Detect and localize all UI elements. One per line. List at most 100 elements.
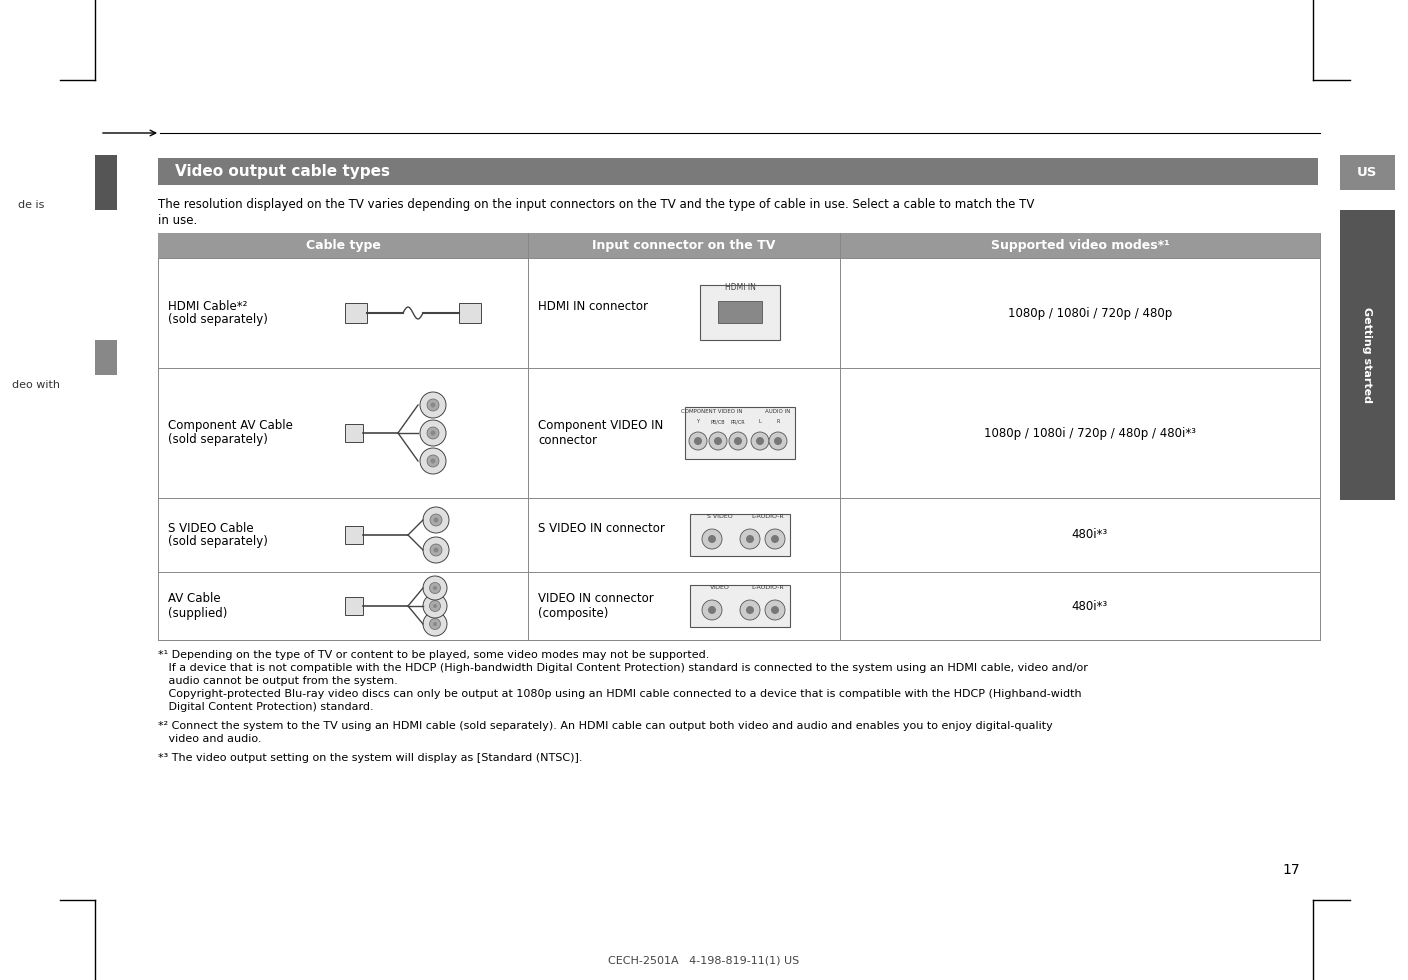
Text: The resolution displayed on the TV varies depending on the input connectors on t: The resolution displayed on the TV varie… [158,198,1035,211]
Text: *³ The video output setting on the system will display as [Standard (NTSC)].: *³ The video output setting on the syste… [158,753,583,763]
Circle shape [427,427,439,439]
Bar [345,424,363,442]
Text: *² Connect the system to the TV using an HDMI cable (sold separately). An HDMI c: *² Connect the system to the TV using an… [158,721,1053,731]
Text: connector: connector [538,433,597,447]
Bar [686,407,796,459]
Text: (supplied): (supplied) [168,607,227,619]
Circle shape [429,601,441,612]
Text: Input connector on the TV: Input connector on the TV [593,239,776,252]
Circle shape [422,537,449,563]
Circle shape [750,432,769,450]
Circle shape [431,430,435,435]
Text: Component VIDEO IN: Component VIDEO IN [538,419,663,432]
Text: in use.: in use. [158,214,197,227]
Text: VIDEO: VIDEO [710,585,729,590]
Bar [158,233,1321,258]
Text: CECH-2501A   4-198-819-11(1) US: CECH-2501A 4-198-819-11(1) US [608,955,800,965]
Text: L-AUDIO-R: L-AUDIO-R [752,585,784,590]
Circle shape [689,432,707,450]
Bar [345,303,367,323]
Bar [1340,155,1376,190]
Circle shape [434,586,436,590]
Circle shape [422,507,449,533]
Text: HDMI IN: HDMI IN [725,283,756,292]
Text: (sold separately): (sold separately) [168,433,268,447]
Text: COMPONENT VIDEO IN: COMPONENT VIDEO IN [681,409,743,414]
Circle shape [422,576,446,600]
Circle shape [429,544,442,556]
Circle shape [703,529,722,549]
Circle shape [710,432,727,450]
Text: PB/CB: PB/CB [711,419,725,424]
Text: 480i*³: 480i*³ [1071,600,1108,612]
Circle shape [729,432,748,450]
Circle shape [429,582,441,594]
Circle shape [708,606,717,614]
Text: Video output cable types: Video output cable types [175,164,390,179]
Circle shape [765,600,786,620]
Text: S VIDEO IN connector: S VIDEO IN connector [538,521,665,534]
Text: VIDEO IN connector: VIDEO IN connector [538,593,653,606]
Circle shape [741,529,760,549]
Text: 17: 17 [1283,863,1300,877]
Bar [94,155,117,210]
Circle shape [746,535,755,543]
Text: audio cannot be output from the system.: audio cannot be output from the system. [158,676,397,686]
Bar [459,303,482,323]
Text: Cable type: Cable type [306,239,380,252]
Circle shape [734,437,742,445]
Circle shape [429,618,441,629]
Circle shape [431,403,435,408]
Circle shape [765,529,786,549]
Bar [690,585,790,627]
Text: AV Cable: AV Cable [168,593,221,606]
Text: de is: de is [18,200,45,210]
Bar [1340,210,1395,500]
Text: S VIDEO Cable: S VIDEO Cable [168,521,253,534]
Text: Getting started: Getting started [1362,307,1371,403]
Circle shape [741,600,760,620]
Circle shape [703,600,722,620]
Circle shape [422,594,446,618]
Bar [690,514,790,556]
Text: HDMI IN connector: HDMI IN connector [538,300,648,313]
Text: (composite): (composite) [538,607,608,619]
Circle shape [420,392,446,418]
Circle shape [774,437,781,445]
Circle shape [769,432,787,450]
Bar [345,526,363,544]
Text: (sold separately): (sold separately) [168,535,268,549]
Text: 480i*³: 480i*³ [1071,528,1108,542]
Bar [718,301,762,323]
Circle shape [431,459,435,464]
Bar [345,597,363,615]
Text: 1080p / 1080i / 720p / 480p / 480i*³: 1080p / 1080i / 720p / 480p / 480i*³ [984,426,1195,439]
Circle shape [420,420,446,446]
Circle shape [434,548,438,553]
Text: L-AUDIO-R: L-AUDIO-R [752,514,784,519]
Bar [158,233,1321,640]
Text: Component AV Cable: Component AV Cable [168,419,293,432]
Text: video and audio.: video and audio. [158,734,262,744]
Text: Supported video modes*¹: Supported video modes*¹ [991,239,1169,252]
Circle shape [714,437,722,445]
Circle shape [708,535,717,543]
Text: Y: Y [697,419,700,424]
Circle shape [427,455,439,467]
Text: *¹ Depending on the type of TV or content to be played, some video modes may not: *¹ Depending on the type of TV or conten… [158,650,710,660]
Bar [700,285,780,340]
Circle shape [422,612,446,636]
Text: PR/CR: PR/CR [731,419,745,424]
Bar [158,158,1318,185]
Circle shape [434,517,438,522]
Text: S VIDEO: S VIDEO [707,514,734,519]
Text: Copyright-protected Blu-ray video discs can only be output at 1080p using an HDM: Copyright-protected Blu-ray video discs … [158,689,1081,699]
Circle shape [429,514,442,526]
Circle shape [746,606,755,614]
Text: Digital Content Protection) standard.: Digital Content Protection) standard. [158,702,373,712]
Circle shape [434,604,436,608]
Text: 1080p / 1080i / 720p / 480p: 1080p / 1080i / 720p / 480p [1008,307,1171,319]
Circle shape [694,437,703,445]
Text: L: L [759,419,762,424]
Text: If a device that is not compatible with the HDCP (High-bandwidth Digital Content: If a device that is not compatible with … [158,663,1088,673]
